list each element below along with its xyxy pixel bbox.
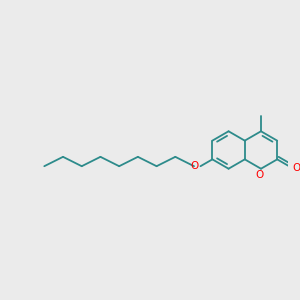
Text: O: O (191, 161, 199, 171)
Text: O: O (255, 170, 264, 180)
Text: O: O (293, 163, 300, 173)
